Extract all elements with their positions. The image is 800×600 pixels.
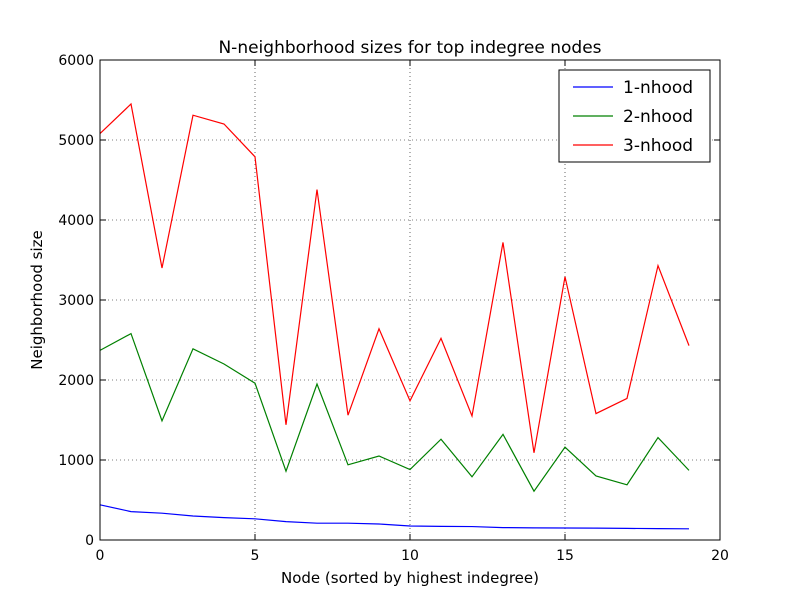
x-tick-label: 15 [556, 548, 574, 564]
y-tick-label: 0 [85, 533, 94, 549]
y-tick-label: 5000 [58, 133, 94, 149]
y-tick-label: 4000 [58, 213, 94, 229]
x-axis-label: Node (sorted by highest indegree) [281, 569, 539, 587]
x-tick-label: 10 [401, 548, 419, 564]
y-tick-label: 3000 [58, 293, 94, 309]
y-tick-label: 1000 [58, 453, 94, 469]
x-tick-label: 20 [711, 548, 729, 564]
y-tick-label: 2000 [58, 373, 94, 389]
legend-entry: 1-nhood [623, 78, 693, 98]
chart-title: N-neighborhood sizes for top indegree no… [218, 38, 601, 58]
legend-entry: 2-nhood [623, 107, 693, 127]
legend: 1-nhood 2-nhood 3-nhood [559, 70, 710, 162]
y-tick-label: 6000 [58, 53, 94, 69]
legend-entry: 3-nhood [623, 136, 693, 156]
x-tick-label: 0 [96, 548, 105, 564]
y-axis-label: Neighborhood size [28, 230, 46, 369]
x-tick-label: 5 [251, 548, 260, 564]
